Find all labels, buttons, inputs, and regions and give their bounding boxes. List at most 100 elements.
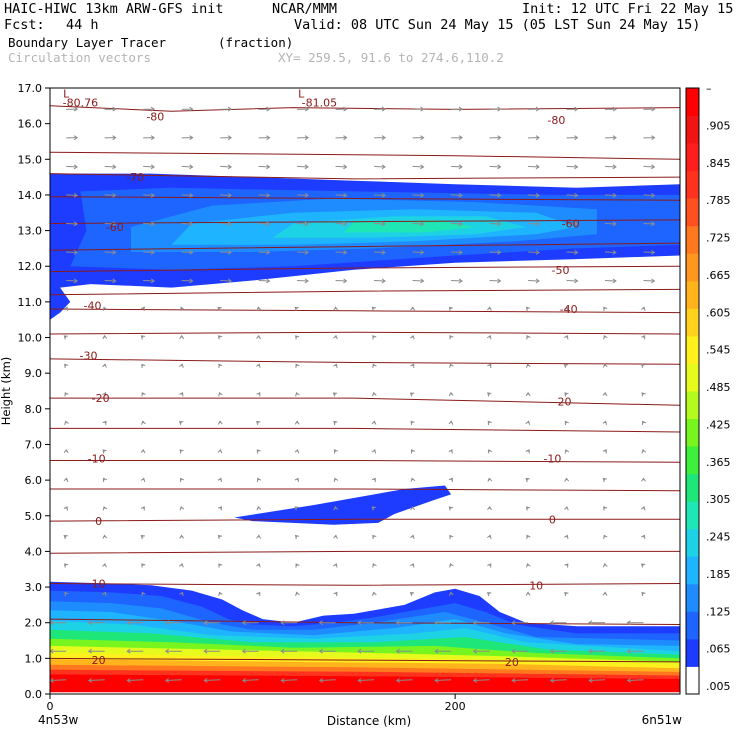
vector-arrow [487, 420, 492, 426]
vector-head [343, 192, 348, 198]
vector-head [410, 449, 416, 454]
vector-shaft [104, 194, 116, 196]
vector-arrow [641, 534, 646, 540]
vector-arrow [280, 677, 298, 683]
vector-arrow [335, 278, 348, 284]
vector-arrow [395, 677, 413, 683]
vector-arrow [256, 306, 262, 311]
vector-shaft [204, 679, 221, 681]
vector-shaft [435, 679, 452, 681]
vector-head [420, 135, 425, 141]
vector-head [140, 534, 145, 540]
vector-arrow [643, 192, 656, 198]
vector-head [381, 221, 386, 227]
vector-arrow [143, 164, 156, 170]
vector-head [357, 648, 362, 654]
vector-shaft [643, 251, 655, 253]
vector-shaft [643, 223, 655, 225]
contour-line-7 [50, 288, 680, 296]
contour-label: 0 [95, 515, 102, 528]
vector-head [381, 278, 386, 284]
vector-arrow [102, 363, 107, 368]
vector-head [73, 106, 79, 112]
vector-shaft [489, 251, 501, 253]
vector-head [141, 420, 146, 425]
vector-head [420, 106, 425, 112]
contour-line-18 [50, 618, 680, 625]
vector-head [602, 477, 607, 483]
vector-head [458, 106, 464, 112]
vector-shaft [627, 679, 644, 681]
vector-head [448, 506, 454, 511]
vector-arrow [143, 278, 156, 284]
vector-arrow [179, 392, 184, 397]
vector-arrow [641, 420, 647, 426]
vector-head [256, 334, 261, 340]
colorbar-swatch [686, 170, 699, 199]
vector-arrow [603, 334, 608, 340]
vector-head [603, 534, 608, 540]
colorbar-swatch [686, 308, 699, 337]
vector-arrow [511, 620, 529, 626]
vector-head [511, 648, 516, 654]
init-time: Init: 12 UTC Fri 22 May 15 [522, 1, 734, 17]
vector-arrow [297, 249, 309, 255]
vector-arrow [487, 477, 493, 482]
vector-head [497, 249, 502, 255]
vector-arrow [626, 648, 644, 654]
vector-head [381, 106, 387, 112]
vector-head [63, 477, 69, 482]
vector-shaft [604, 223, 616, 225]
vector-head [295, 563, 300, 568]
vector-shaft [127, 679, 144, 681]
vector-head [449, 534, 454, 540]
contour-label: 10 [92, 578, 106, 591]
vector-head [395, 648, 400, 654]
vector-shaft [220, 280, 232, 282]
vector-shaft [258, 165, 270, 168]
colorbar-swatch [686, 418, 699, 447]
vector-arrow [604, 164, 617, 170]
vector-arrow [217, 534, 223, 540]
org-label: NCAR/MMM [272, 1, 338, 17]
vector-head [73, 278, 79, 284]
vector-head [574, 278, 579, 284]
vector-head [140, 449, 146, 454]
vector-shaft [489, 280, 501, 282]
vector-arrow [203, 677, 221, 683]
vector-head [266, 278, 271, 284]
contour-label: 20 [92, 654, 106, 667]
vector-head [189, 135, 194, 141]
vector-arrow [104, 221, 117, 227]
vector-arrow [140, 306, 145, 311]
vector-arrow [63, 477, 69, 482]
vector-arrow [141, 363, 146, 369]
vector-arrow [511, 677, 529, 683]
vector-head [164, 677, 170, 683]
vector-arrow [487, 563, 492, 568]
vector-head [295, 391, 300, 397]
vector-head [574, 192, 579, 198]
vector-shaft [335, 280, 347, 282]
vector-head [102, 391, 107, 397]
vector-head [112, 135, 117, 141]
vector-arrow [141, 391, 146, 397]
vector-head [549, 620, 554, 626]
vector-arrow [256, 506, 262, 511]
vector-head [256, 506, 262, 511]
vector-shaft [335, 223, 347, 225]
y-tick-label: 17.0 [18, 82, 43, 95]
vector-head [371, 477, 376, 483]
vector-head [410, 420, 415, 426]
vector-shaft [643, 280, 655, 282]
vector-shaft [643, 165, 655, 168]
vector-head [217, 449, 223, 454]
vector-head [334, 449, 338, 454]
vector-shaft [220, 223, 232, 225]
vector-head [333, 363, 338, 368]
vector-head [487, 363, 492, 369]
vector-arrow [220, 164, 233, 170]
vector-head [241, 677, 247, 683]
vector-head [333, 306, 339, 311]
vector-arrow [643, 249, 656, 255]
